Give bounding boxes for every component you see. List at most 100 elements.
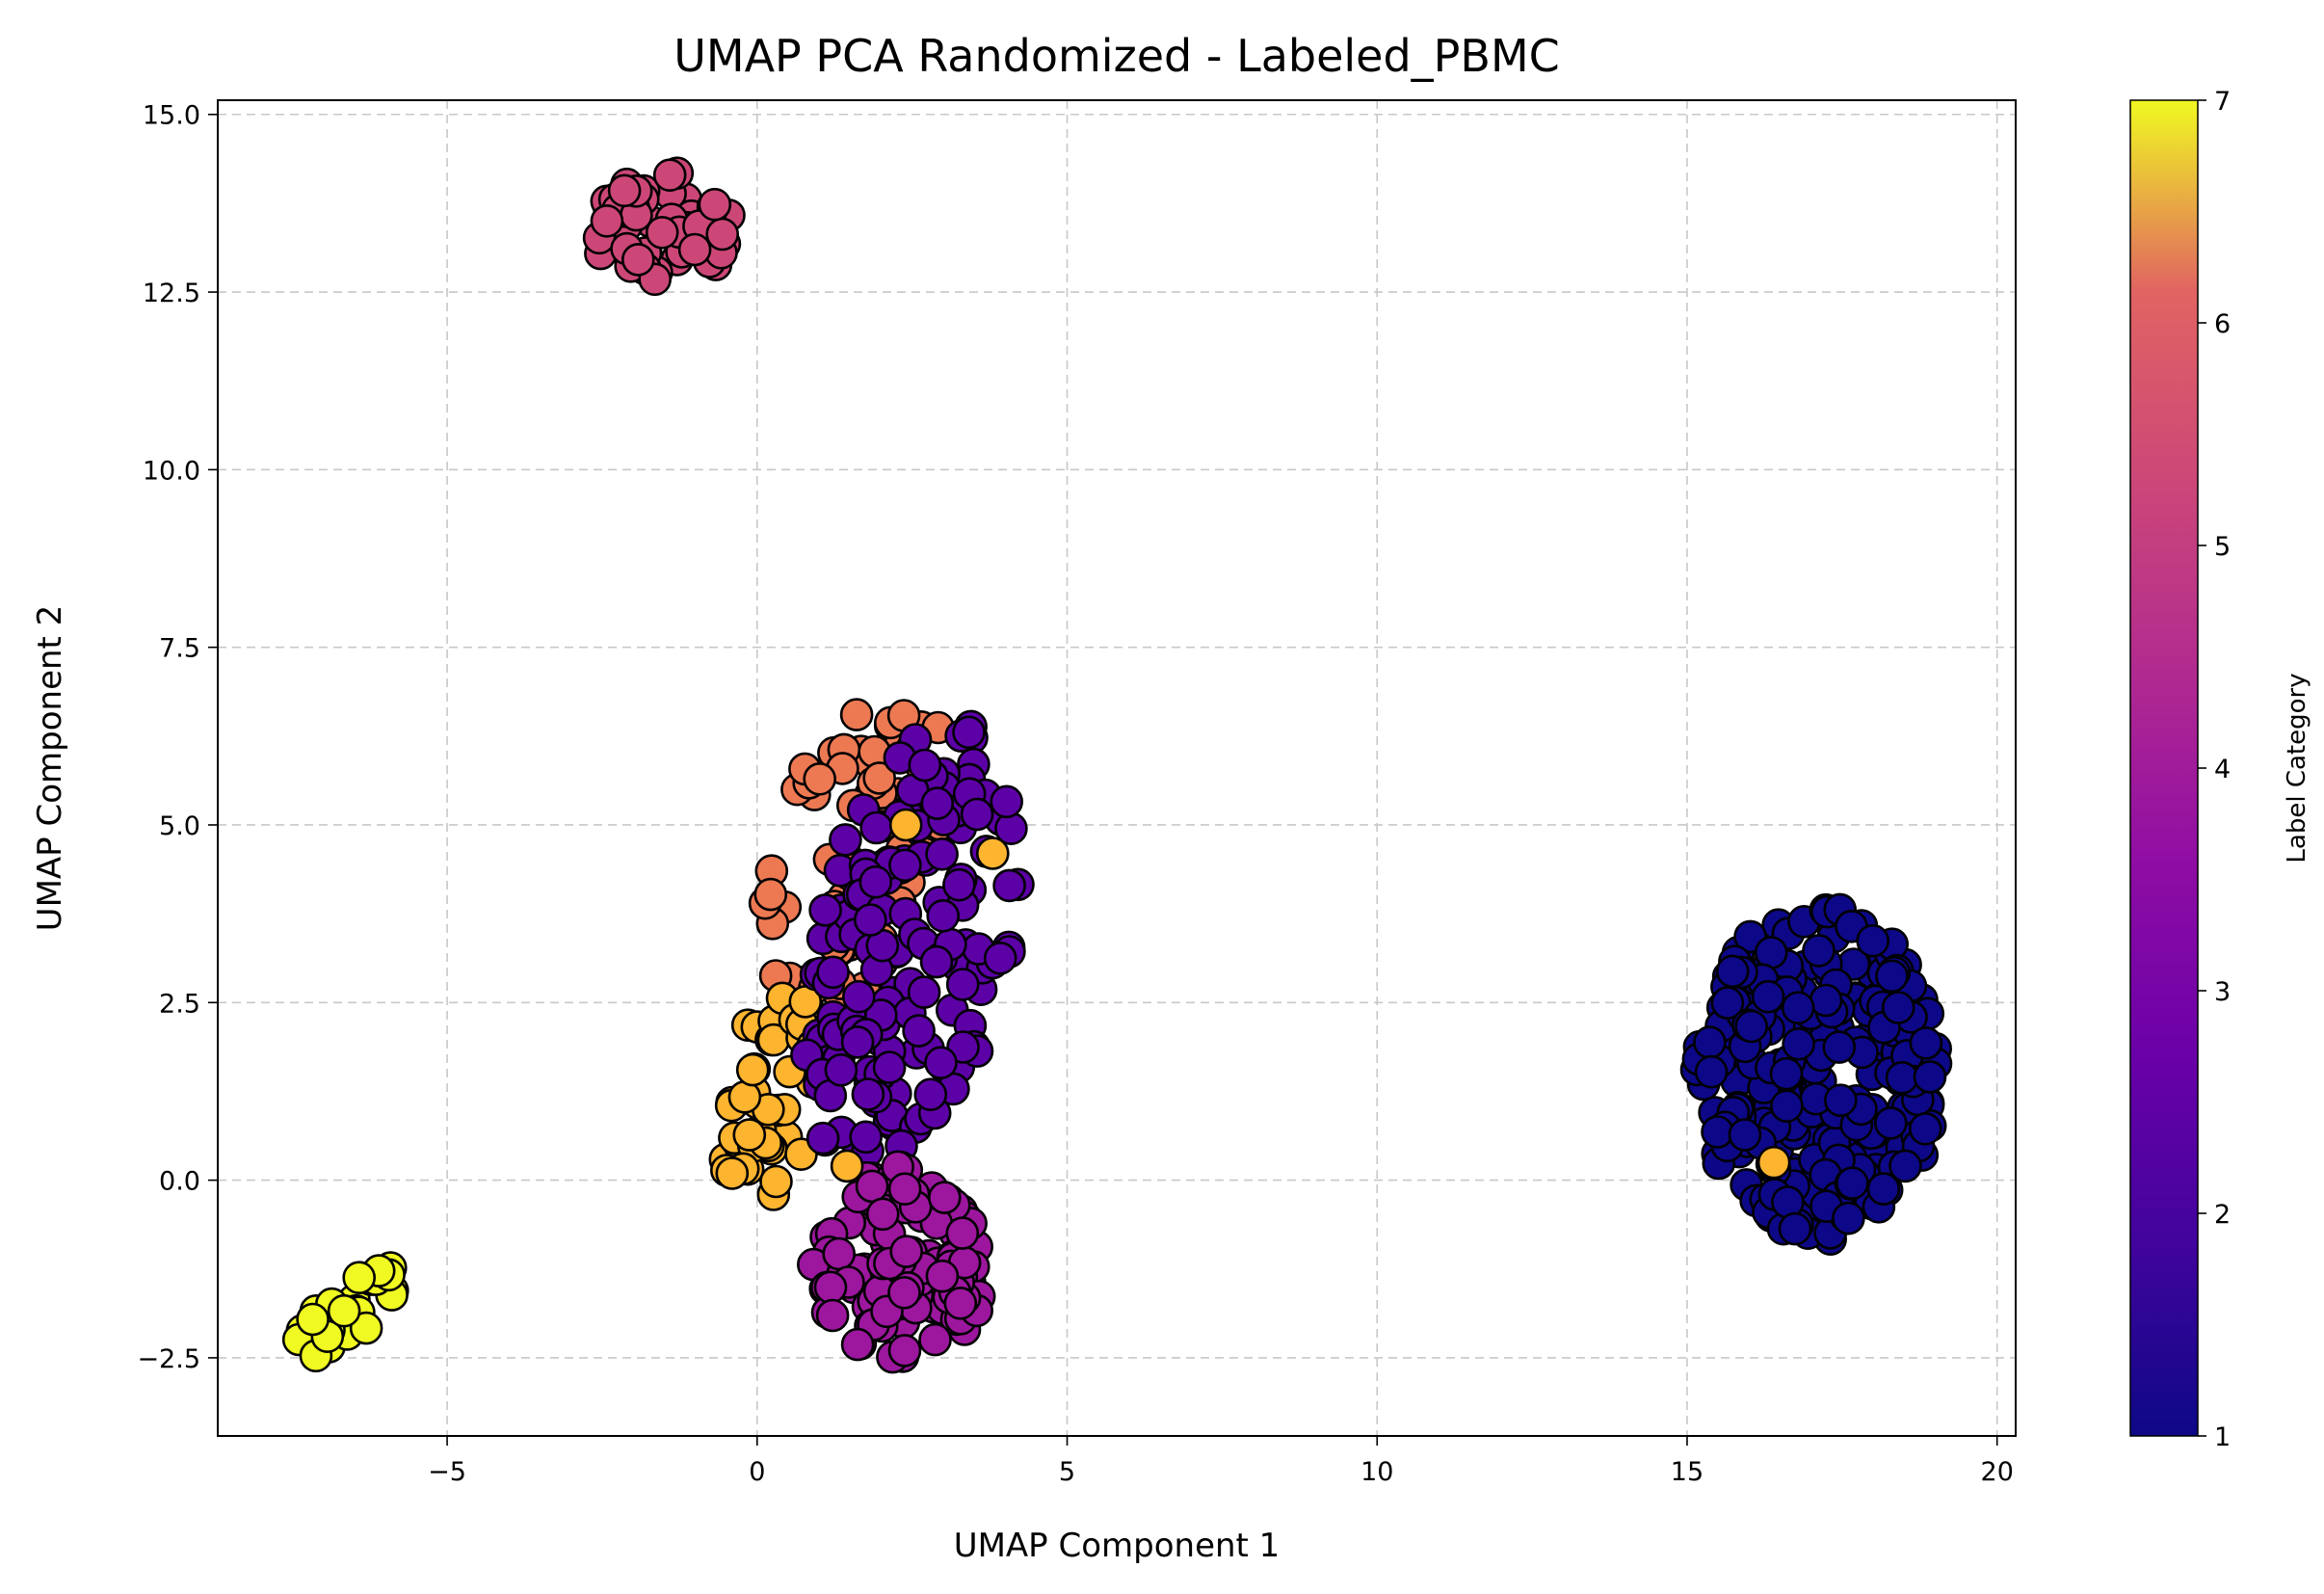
- x-tick-label: 0: [749, 1457, 765, 1487]
- x-tick-label: 15: [1671, 1457, 1703, 1487]
- data-point: [1728, 1118, 1762, 1152]
- data-point: [1693, 1025, 1727, 1059]
- data-point: [1734, 1009, 1768, 1044]
- data-point: [1809, 983, 1843, 1018]
- data-point: [983, 941, 1017, 975]
- colorbar-tick-label: 6: [2214, 309, 2231, 339]
- y-axis-ticks: −2.5 0.0 2.5 5.0 7.5 10.0 12.5 15.0: [137, 101, 218, 1374]
- y-tick-label: 12.5: [143, 279, 200, 308]
- data-point: [1866, 1172, 1901, 1206]
- data-point: [992, 868, 1026, 903]
- data-point: [943, 1287, 978, 1320]
- data-point: [1715, 954, 1750, 989]
- data-point: [925, 1259, 960, 1293]
- data-point: [829, 823, 862, 857]
- data-point: [1856, 923, 1889, 958]
- data-point: [849, 1120, 884, 1155]
- data-point: [815, 1298, 850, 1333]
- data-point: [990, 784, 1023, 819]
- data-point: [816, 955, 850, 990]
- colorbar-tick-label: 5: [2214, 532, 2231, 562]
- data-point: [913, 1077, 948, 1111]
- data-point: [1885, 1061, 1919, 1095]
- data-point: [908, 748, 942, 783]
- data-point: [840, 1025, 875, 1059]
- data-point: [865, 1197, 900, 1232]
- data-point: [1781, 991, 1815, 1024]
- data-point: [607, 173, 642, 208]
- data-point: [1874, 1106, 1908, 1140]
- data-point: [918, 1322, 952, 1357]
- data-point: [759, 1164, 793, 1199]
- data-point: [705, 217, 740, 252]
- data-point: [960, 797, 994, 832]
- y-tick-label: 15.0: [143, 101, 200, 131]
- data-point: [1694, 1054, 1729, 1089]
- y-tick-label: 5.0: [159, 811, 200, 841]
- colorbar-ticks: 1 2 3 4 5 6 7: [2198, 87, 2231, 1452]
- scatter-points: [281, 156, 1953, 1374]
- data-point: [822, 1236, 857, 1271]
- data-point: [1802, 934, 1835, 968]
- colorbar-tick-label: 4: [2214, 755, 2231, 784]
- data-point: [805, 1121, 840, 1156]
- data-point: [1756, 1145, 1791, 1180]
- data-point: [1881, 991, 1915, 1024]
- data-point: [1824, 1083, 1858, 1117]
- data-point: [1701, 1115, 1734, 1149]
- x-tick-label: 5: [1059, 1457, 1075, 1487]
- data-point: [1769, 1056, 1804, 1091]
- data-point: [926, 898, 961, 933]
- plot-frame: [217, 99, 2017, 1437]
- data-point: [1822, 1030, 1857, 1064]
- data-point: [925, 837, 959, 871]
- data-point: [652, 158, 687, 192]
- data-point: [349, 1311, 383, 1345]
- data-point: [735, 1052, 770, 1087]
- colorbar-tick-label: 3: [2214, 977, 2231, 1007]
- data-point: [1909, 1026, 1943, 1060]
- y-axis-label: UMAP Component 2: [31, 605, 69, 932]
- data-point: [296, 1302, 330, 1337]
- data-point: [590, 204, 624, 238]
- data-point: [808, 893, 842, 927]
- data-point: [1832, 1201, 1865, 1235]
- data-point: [942, 867, 976, 902]
- data-point: [889, 1235, 924, 1268]
- colorbar-label: Label Category: [2283, 673, 2311, 863]
- data-point: [813, 1270, 848, 1305]
- data-point: [855, 1169, 889, 1204]
- data-point: [1778, 1211, 1812, 1246]
- data-point: [839, 698, 874, 731]
- colorbar-tick-label: 7: [2214, 87, 2231, 117]
- x-tick-label: 10: [1360, 1457, 1393, 1487]
- data-point: [1875, 959, 1909, 994]
- data-point: [1913, 1060, 1947, 1094]
- data-point: [851, 1077, 885, 1111]
- data-point: [927, 1181, 962, 1214]
- grid-lines: [218, 100, 2016, 1436]
- y-tick-label: 0.0: [159, 1167, 200, 1197]
- data-point: [920, 786, 955, 820]
- data-point: [342, 1261, 377, 1294]
- data-point: [1888, 1149, 1922, 1183]
- x-axis-label: UMAP Component 1: [954, 1527, 1281, 1565]
- chart-title: UMAP PCA Randomized - Labeled_PBMC: [673, 30, 1560, 82]
- data-point: [803, 761, 837, 796]
- colorbar-tick-label: 1: [2214, 1422, 2231, 1452]
- data-point: [621, 243, 655, 277]
- data-point: [753, 877, 788, 912]
- data-point: [1770, 1089, 1804, 1123]
- data-point: [858, 864, 893, 899]
- data-point: [645, 216, 679, 250]
- data-point: [824, 1053, 858, 1087]
- data-point: [853, 903, 887, 937]
- data-point: [732, 1118, 767, 1152]
- data-point: [888, 848, 922, 883]
- data-point: [952, 715, 986, 750]
- y-tick-label: 7.5: [159, 634, 200, 664]
- data-point: [715, 1156, 750, 1190]
- data-point: [1751, 979, 1785, 1014]
- y-tick-label: 10.0: [143, 456, 200, 486]
